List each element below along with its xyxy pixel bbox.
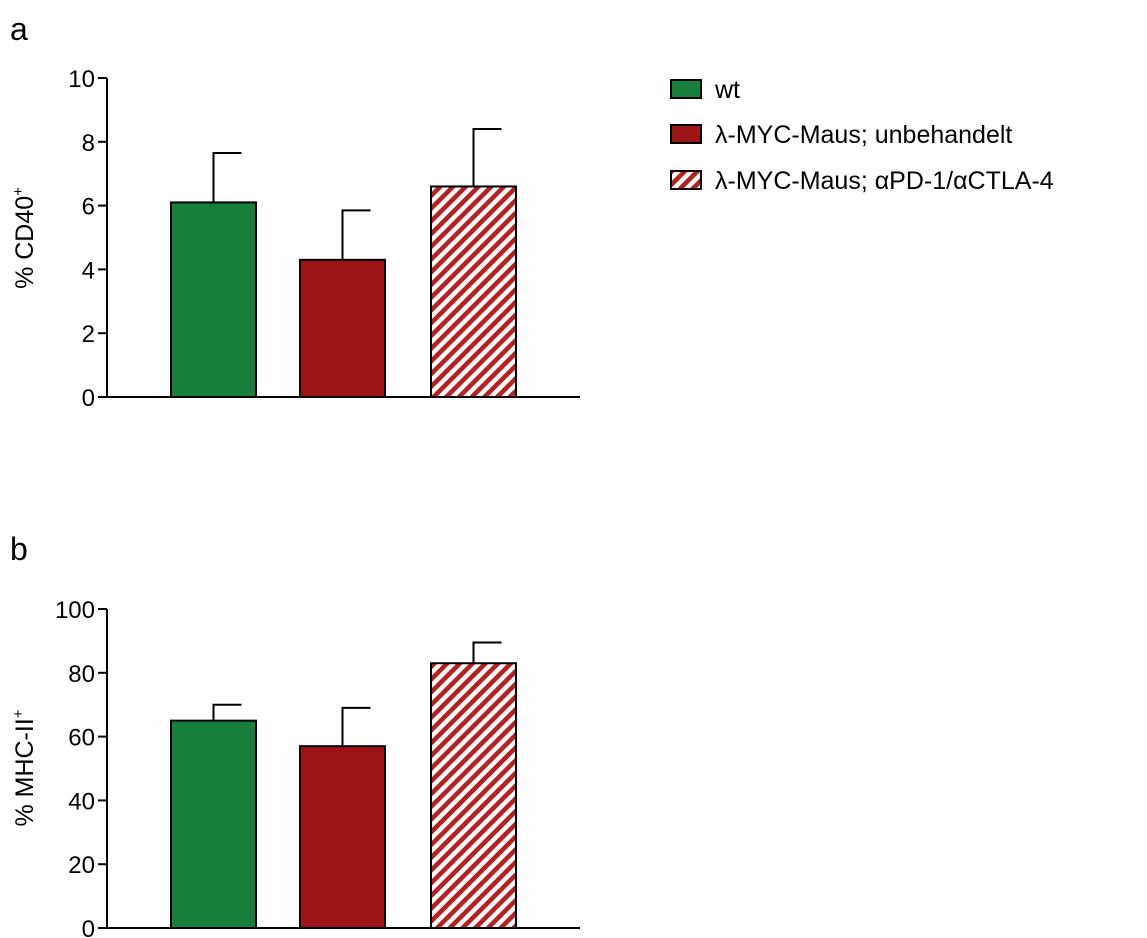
panel-a-letter: a [10,11,28,47]
panel-b-letter: b [10,531,28,567]
panel-b-bar-treated [430,662,517,929]
legend-swatch-treated [670,170,702,190]
legend: wt λ-MYC-Maus; unbehandelt λ-MYC-Maus; α… [670,76,1054,195]
legend-item-treated: λ-MYC-Maus; αPD-1/αCTLA-4 [670,167,1054,195]
legend-label-treated: λ-MYC-Maus; αPD-1/αCTLA-4 [715,167,1054,195]
panel-b-y-tick-label: 0 [82,916,95,938]
panel-a-y-tick-label: 10 [68,66,95,93]
legend-item-untreated: λ-MYC-Maus; unbehandelt [670,121,1012,149]
panel-a-y-tick-label: 6 [82,194,95,221]
panel-a-bar-untreated [299,258,386,398]
panel-b-y-tick-label: 40 [68,788,95,815]
panel-a-y-tick-label: 2 [82,321,95,348]
panel-b-chart: 0 20 40 60 80 100 % MHC-II+ [10,597,580,938]
panel-b-y-label: % MHC-II+ [10,709,39,826]
panel-a-bar-wt [170,201,257,398]
panel-a-bar-treated [430,185,517,398]
legend-swatch-wt [670,79,702,99]
panel-b-y-tick-label: 100 [55,597,95,624]
panel-a-y-tick-label: 8 [82,130,95,157]
legend-label-wt: wt [714,76,740,104]
legend-item-wt: wt [670,76,740,104]
panel-b-y-tick-label: 20 [68,852,95,879]
legend-swatch-untreated [670,124,702,144]
panel-a-chart: 0 2 4 6 8 10 % CD40+ [10,66,580,412]
panel-b-bar-wt [170,719,257,930]
panel-b-bar-untreated [299,745,386,929]
panel-b-y-tick-label: 60 [68,725,95,752]
panel-a-y-tick-label: 4 [82,257,95,284]
legend-label-untreated: λ-MYC-Maus; unbehandelt [715,121,1012,149]
panel-b-y-tick-label: 80 [68,661,95,688]
panel-a-y-label: % CD40+ [10,187,39,289]
panel-a-y-tick-label: 0 [82,385,95,412]
